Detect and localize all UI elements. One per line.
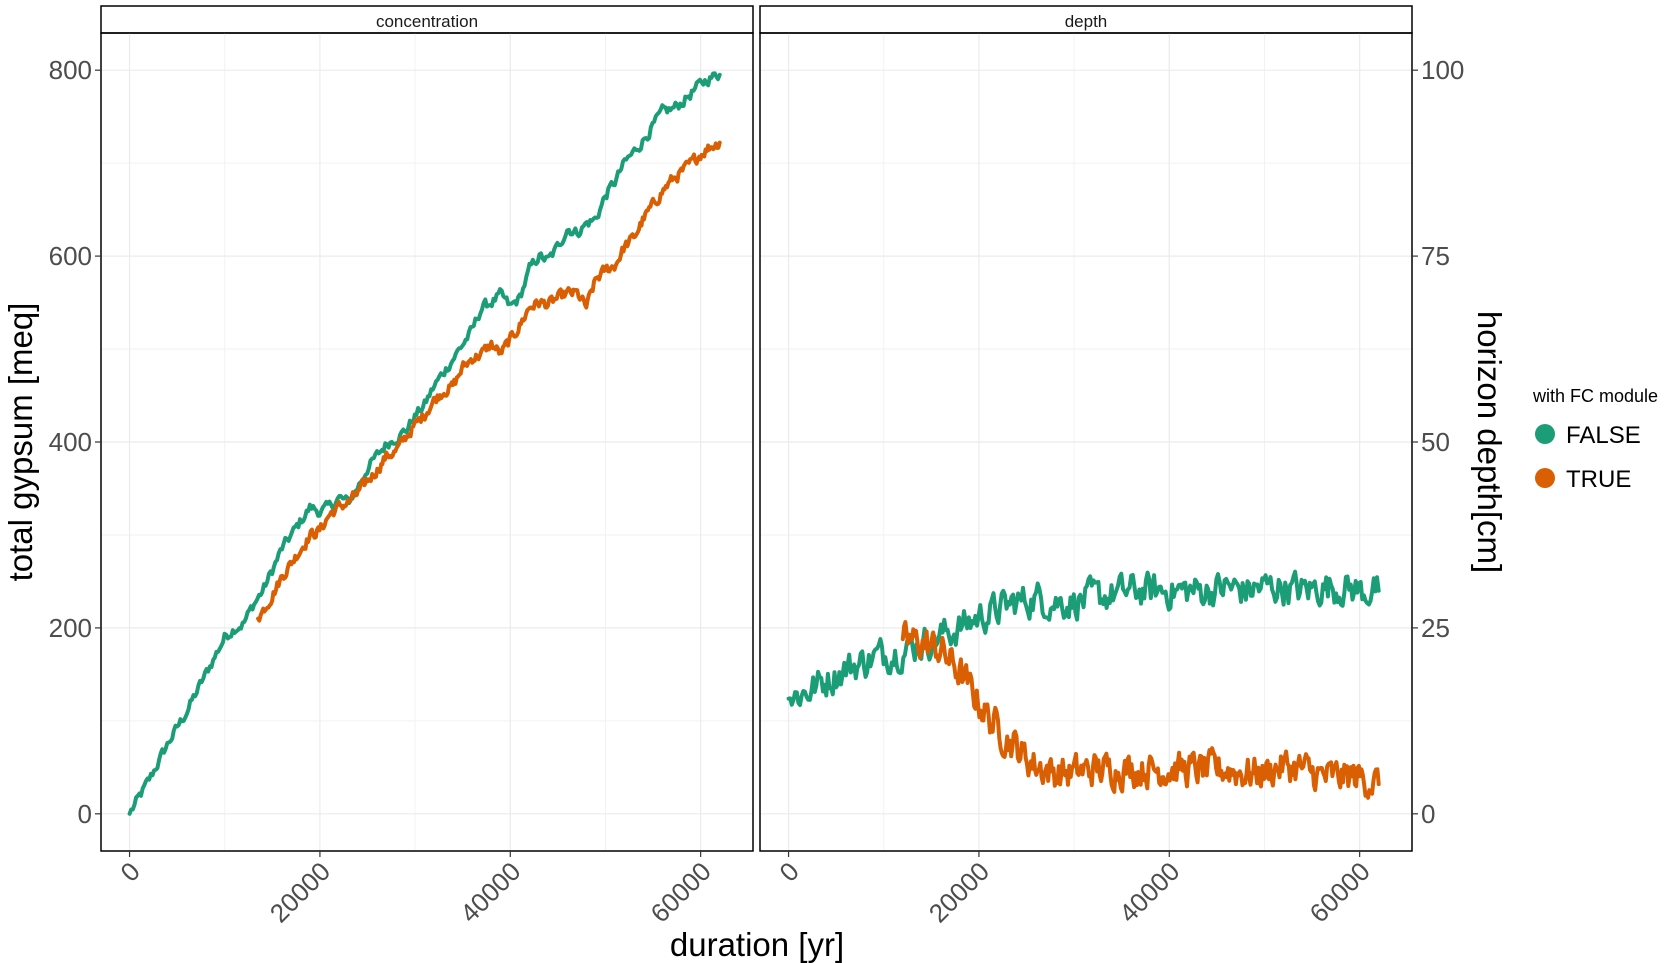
grid-concentration [101,33,753,851]
y-tick-label: 0 [78,799,92,829]
y-tick-label: 600 [49,241,92,271]
grid-depth [760,33,1412,851]
y-tick-label: 25 [1421,613,1450,643]
legend: with FC module FALSE TRUE [1532,386,1658,493]
legend-key-true [1535,468,1555,488]
strip-label-concentration: concentration [376,12,478,31]
series-line-true [256,140,722,623]
y-axis-title-right: horizon depth[cm] [1471,311,1508,573]
lines-depth [786,569,1381,800]
series-line-false [786,569,1381,707]
y-tick-label: 200 [49,613,92,643]
y-axis-right: 0 25 50 75 100 [1412,55,1464,829]
legend-key-false [1535,424,1555,444]
y-tick-label: 800 [49,55,92,85]
y-axis-left: 0 200 400 600 800 [49,55,101,829]
lines-concentration [127,71,722,816]
y-tick-label: 400 [49,427,92,457]
strip-label-depth: depth [1065,12,1108,31]
y-tick-label: 0 [1421,799,1435,829]
strip-concentration-box [100,5,754,34]
legend-label-true: TRUE [1566,466,1631,493]
series-line-false [127,71,722,816]
y-axis-title-left: total gypsum [meq] [2,303,39,582]
y-tick-label: 100 [1421,55,1464,85]
strip-depth-box [759,5,1413,34]
x-axis-title: duration [yr] [670,926,844,963]
y-tick-label: 50 [1421,427,1450,457]
legend-title: with FC module [1532,386,1658,406]
legend-label-false: FALSE [1566,422,1641,449]
y-tick-label: 75 [1421,241,1450,271]
series-line-true [900,620,1381,800]
